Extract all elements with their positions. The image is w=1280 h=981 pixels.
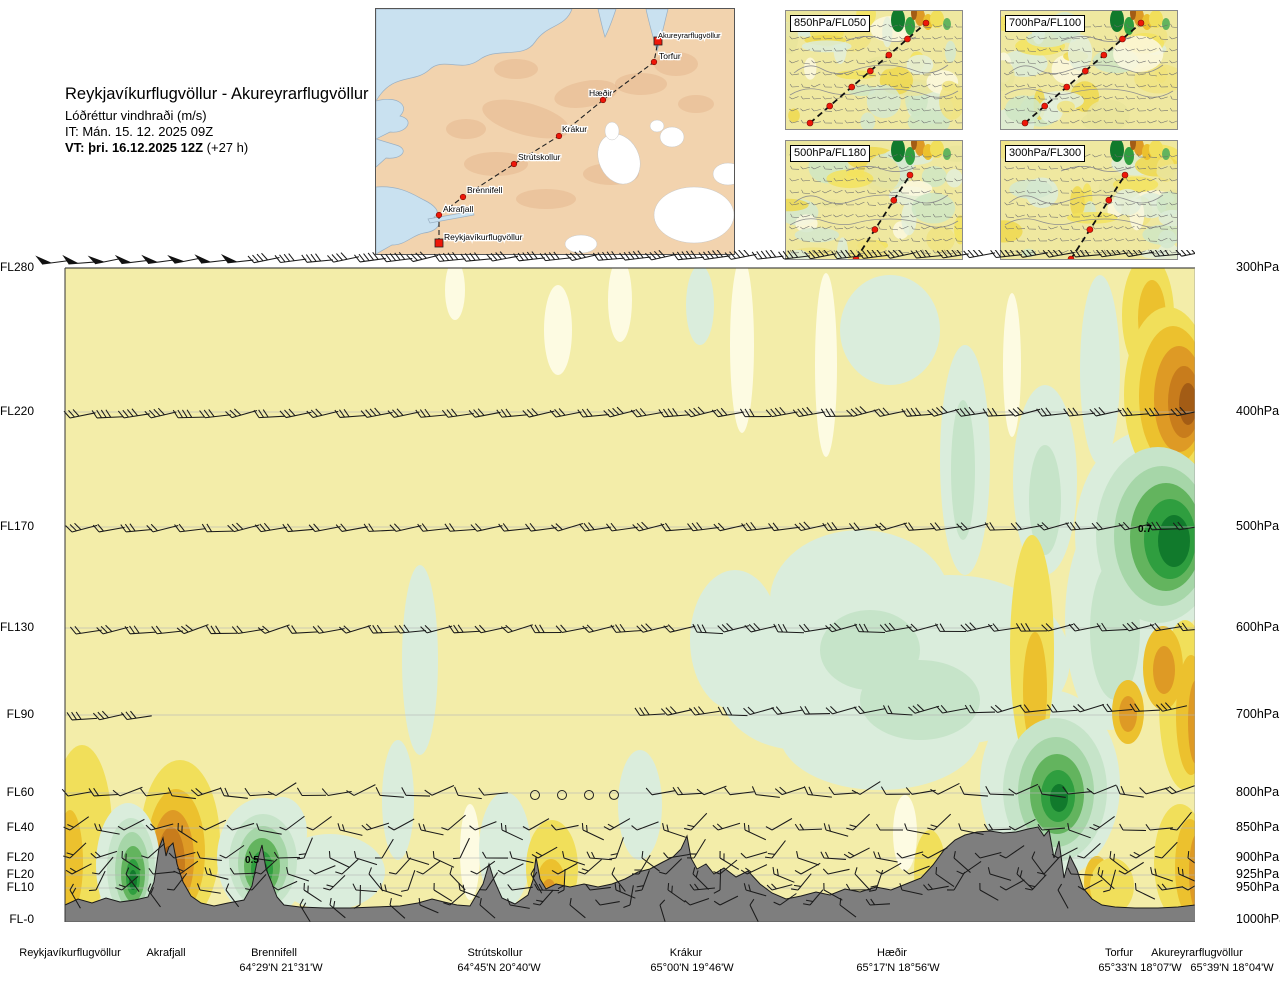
fl-axis-label: FL280	[0, 260, 34, 274]
panel-850hpa: 850hPa/FL050	[770, 2, 965, 136]
panel-700hpa-map	[989, 6, 1185, 141]
panel-700hpa: 700hPa/FL100	[989, 6, 1185, 141]
cross-section-chart	[35, 250, 1195, 922]
pressure-axis-label: 850hPa	[1236, 820, 1280, 834]
route-endpoint-akureyri	[653, 36, 663, 46]
quantity-label: Lóðréttur vindhraði (m/s)	[65, 107, 207, 123]
route-map-canvas: Reykjavíkurflugvöllur Akrafjall Brennife…	[375, 8, 744, 255]
pressure-axis-label: 925hPa	[1236, 867, 1280, 881]
contour-label-07: 0.7	[1138, 524, 1152, 535]
pressure-axis-label: 950hPa	[1236, 880, 1280, 894]
fl-axis-label: FL60	[6, 785, 34, 799]
fl-axis-label: FL-0	[9, 912, 34, 926]
map-label-strutskollur: Strútskollur	[518, 152, 561, 162]
map-label-krakur: Krákur	[562, 124, 587, 134]
pressure-axis-label: 1000hPa	[1236, 912, 1280, 926]
fl-axis-label: FL130	[0, 620, 34, 634]
waypoint-label: Reykjavíkurflugvöllur	[19, 947, 121, 959]
waypoint-label: Hæðir	[877, 947, 907, 959]
waypoint-coords: 65°00'N 19°46'W	[650, 962, 734, 974]
panel-300hpa-label: 300hPa/FL300	[1005, 145, 1086, 162]
pressure-axis-label: 500hPa	[1236, 519, 1280, 533]
pressure-axis-label: 900hPa	[1236, 850, 1280, 864]
map-waypoint-labels: Reykjavíkurflugvöllur Akrafjall Brennife…	[442, 30, 723, 244]
map-label-reykjavik: Reykjavíkurflugvöllur	[444, 232, 523, 242]
route-overview-map: Reykjavíkurflugvöllur Akrafjall Brennife…	[375, 8, 744, 255]
waypoint-label: Strútskollur	[467, 947, 523, 959]
waypoint-label: Brennifell	[251, 947, 297, 959]
fl-axis-label: FL40	[6, 820, 34, 834]
waypoint-label: Krákur	[669, 947, 703, 959]
waypoint-coords: 64°29'N 21°31'W	[239, 962, 323, 974]
sea-areas	[375, 8, 669, 255]
map-label-brennifell: Brennifell	[467, 185, 503, 195]
fl-axis-label: FL20	[6, 867, 34, 881]
route-line	[438, 40, 659, 243]
panel-500hpa-label: 500hPa/FL180	[790, 145, 871, 162]
pressure-axis-label: 600hPa	[1236, 620, 1280, 634]
page-title: Reykjavíkurflugvöllur - Akureyrarflugvöl…	[65, 85, 369, 103]
valid-time-line: VT: þri. 16.12.2025 12Z (+27 h)	[65, 140, 385, 156]
contour-label-05: 0.5	[245, 855, 259, 866]
init-time: IT: Mán. 15. 12. 2025 09Z	[65, 123, 214, 139]
panel-850hpa-map	[770, 2, 965, 136]
panel-850hpa-label: 850hPa/FL050	[790, 15, 871, 32]
waypoint-label: Akrafjall	[146, 947, 186, 959]
fl-axis-label: FL90	[6, 707, 34, 721]
route-endpoint-reykjavik	[434, 238, 444, 248]
fl-axis-label: FL170	[0, 519, 34, 533]
route-waypoint-dots	[435, 58, 658, 219]
map-label-akureyri: Akureyrarflugvöllur	[658, 31, 721, 40]
waypoint-label: Torfur	[1104, 947, 1134, 959]
panel-300hpa: 300hPa/FL300	[985, 130, 1198, 272]
waypoint-coords: 65°33'N 18°07'W	[1098, 962, 1182, 974]
pressure-axis-label: 300hPa	[1236, 260, 1280, 274]
fl-axis-label: FL220	[0, 404, 34, 418]
pressure-axis-label: 400hPa	[1236, 404, 1280, 418]
map-label-haedir: Hæðir	[589, 88, 612, 98]
waypoint-coords: 65°17'N 18°56'W	[856, 962, 940, 974]
waypoint-coords: 64°45'N 20°40'W	[457, 962, 541, 974]
panel-500hpa: 500hPa/FL180	[763, 130, 974, 273]
map-label-akrafjall: Akrafjall	[443, 204, 473, 214]
glaciers	[564, 119, 744, 254]
fl-axis-label: FL20	[6, 850, 34, 864]
waypoint-label: Akureyrarflugvöllur	[1151, 947, 1243, 959]
waypoint-coords: 65°39'N 18°04'W	[1190, 962, 1274, 974]
map-label-torfur: Torfur	[659, 51, 681, 61]
pressure-axis-label: 800hPa	[1236, 785, 1280, 799]
panel-700hpa-label: 700hPa/FL100	[1005, 15, 1086, 32]
valid-time-offset: (+27 h)	[203, 140, 249, 156]
valid-time: VT: þri. 16.12.2025 12Z	[65, 140, 204, 156]
fl-axis-label: FL10	[6, 880, 34, 894]
header: Reykjavíkurflugvöllur - Akureyrarflugvöl…	[65, 84, 385, 156]
pressure-axis-label: 700hPa	[1236, 707, 1280, 721]
